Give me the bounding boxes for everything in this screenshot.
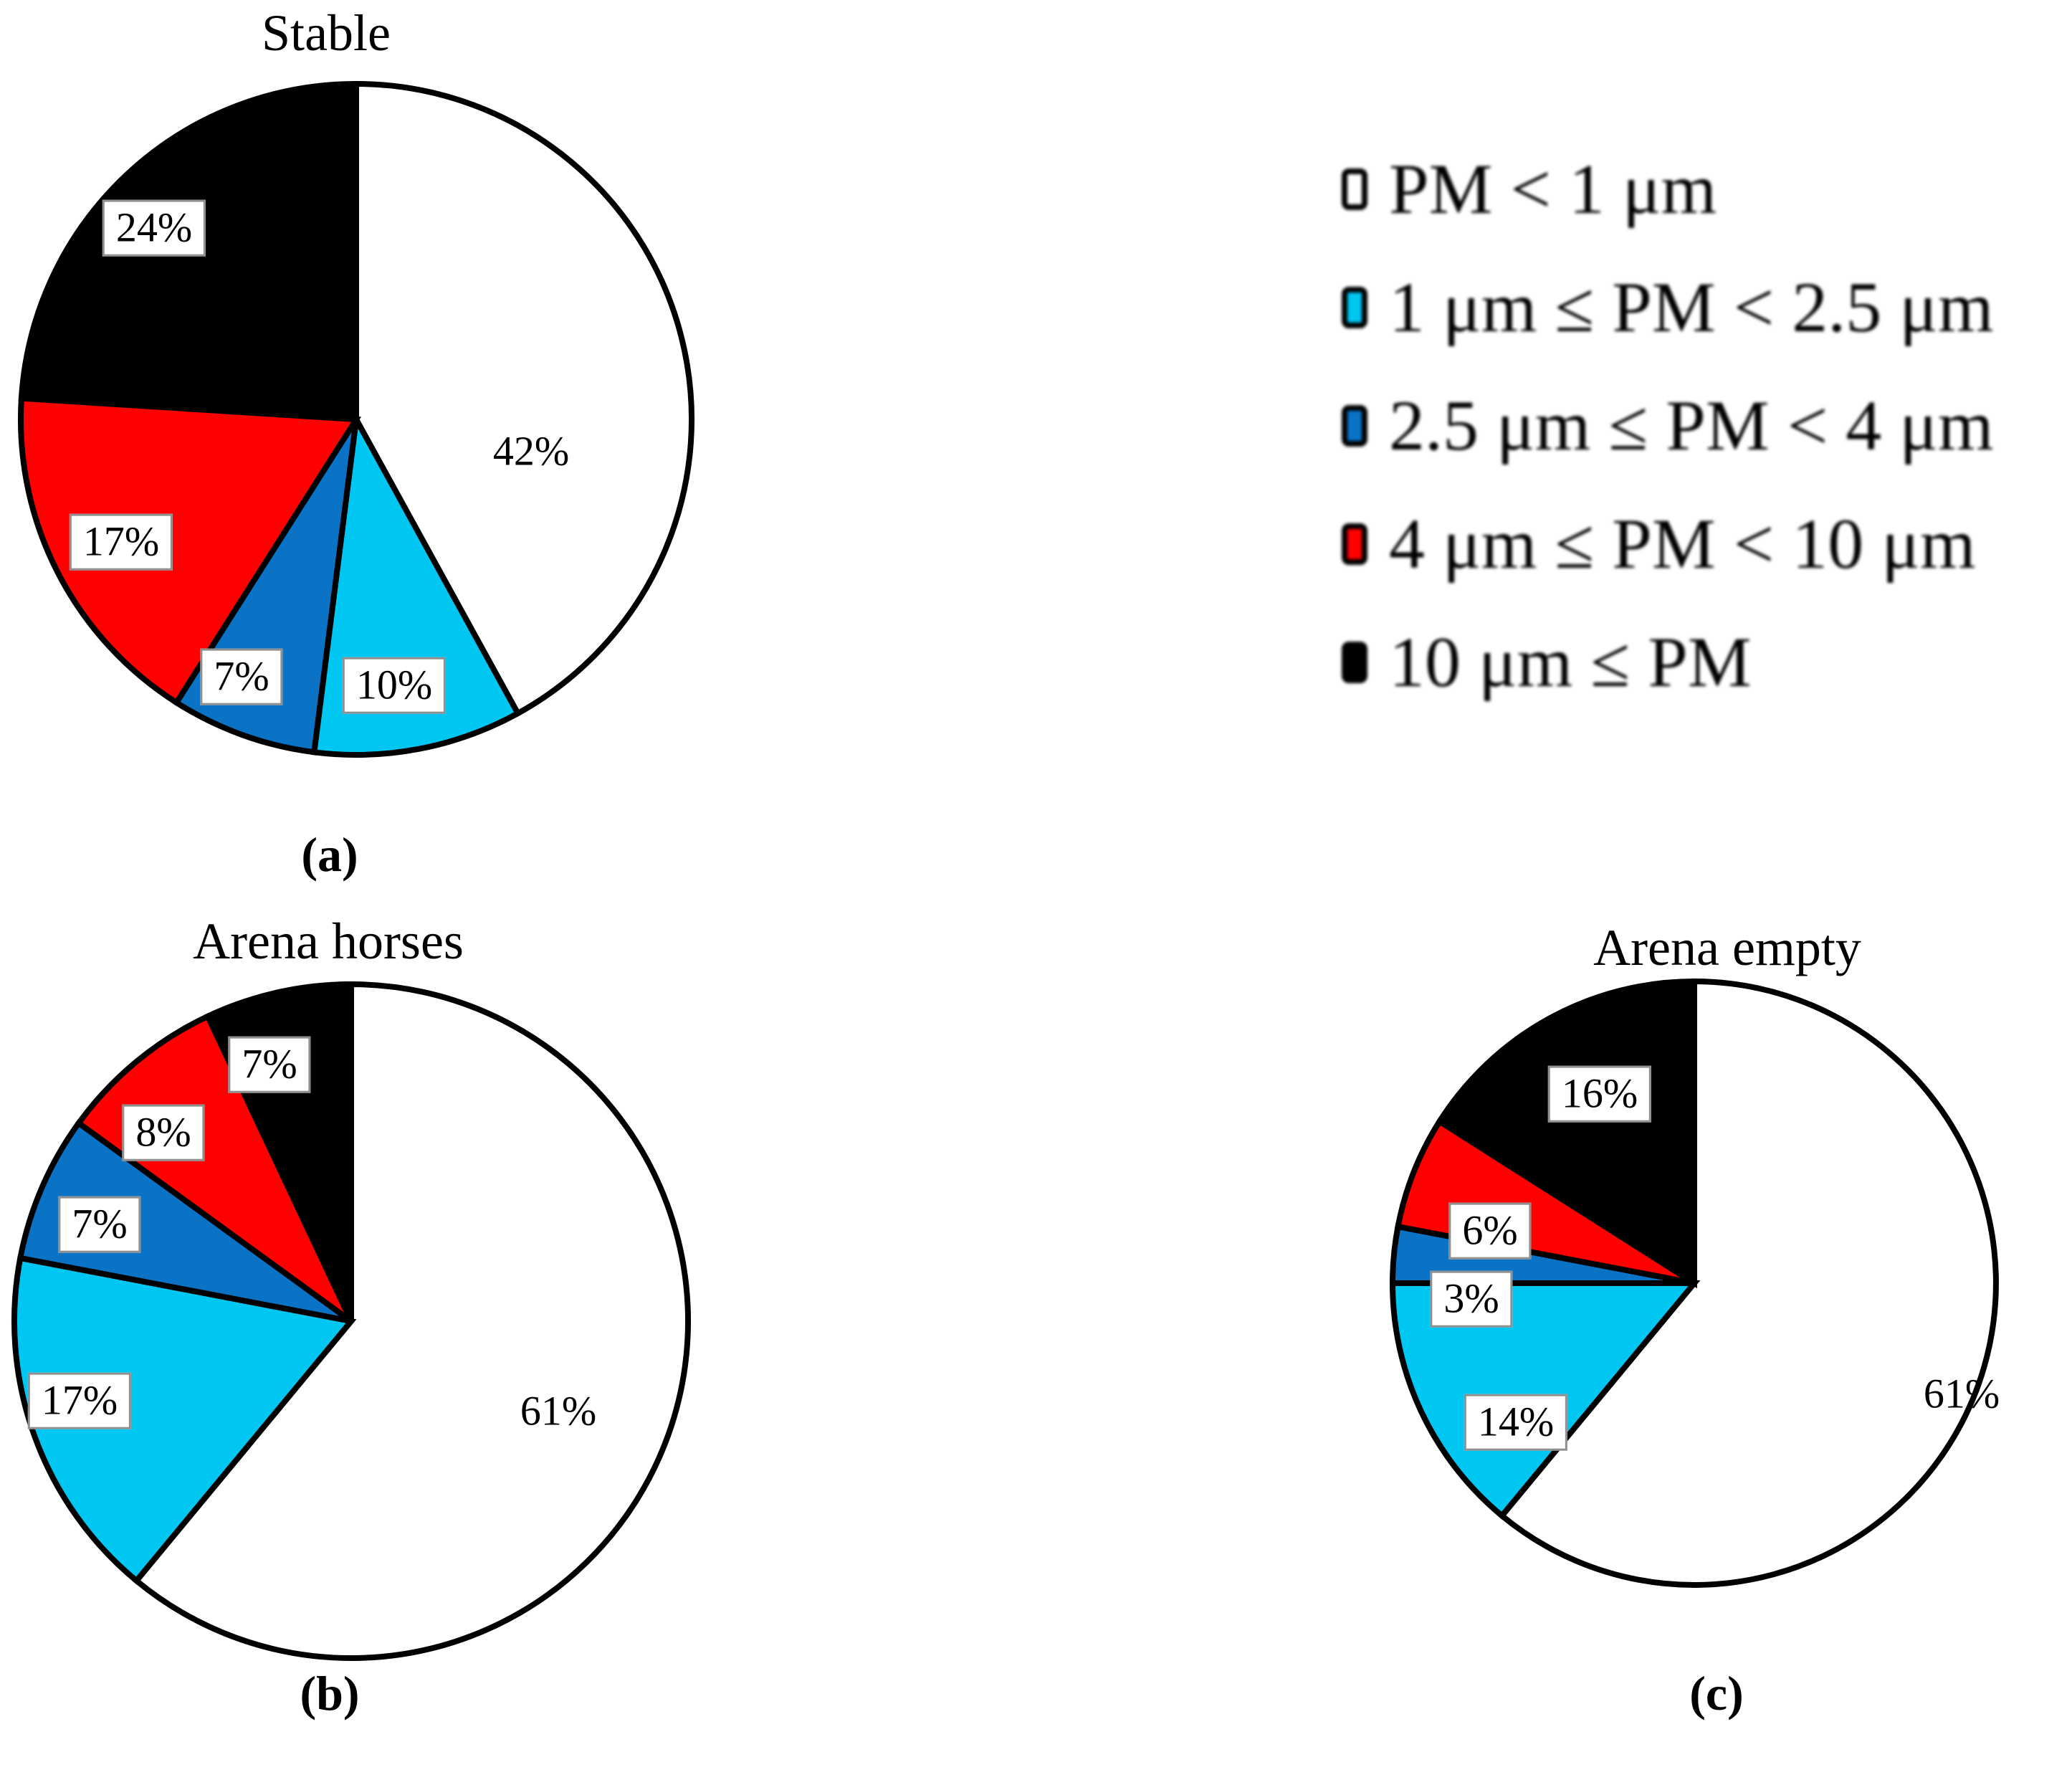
legend: PM < 1 μm 1 μm ≤ PM < 2.5 μm 2.5 μm ≤ PM… <box>1342 130 1994 721</box>
legend-item-pm-1-to-2_5: 1 μm ≤ PM < 2.5 μm <box>1342 248 1994 366</box>
slice-label-arena-horses-1: 61% <box>520 1387 597 1434</box>
pie-slice-stable-1 <box>353 80 695 718</box>
pie-slice-arena-empty-5 <box>1435 978 1697 1289</box>
panel-caption-c: (c) <box>1689 1666 1744 1720</box>
legend-item-pm-lt-1: PM < 1 μm <box>1342 130 1994 248</box>
legend-label: 1 μm ≤ PM < 2.5 μm <box>1389 267 1994 347</box>
slice-label-stable-5: 24% <box>102 199 206 257</box>
slice-label-arena-empty-1: 61% <box>1923 1370 2000 1417</box>
legend-item-pm-2_5-to-4: 2.5 μm ≤ PM < 4 μm <box>1342 366 1994 485</box>
pie-slice-arena-horses-4 <box>75 1012 354 1324</box>
panel-caption-b: (b) <box>300 1666 360 1720</box>
legend-swatch-black <box>1342 641 1367 683</box>
pie-slice-stable-4 <box>18 395 362 707</box>
legend-swatch-blue <box>1342 404 1367 447</box>
legend-item-pm-4-to-10: 4 μm ≤ PM < 10 μm <box>1342 485 1994 603</box>
legend-label: 10 μm ≤ PM <box>1389 622 1752 702</box>
chart-title-stable: Stable <box>262 4 391 62</box>
pie-slice-arena-horses-1 <box>132 981 692 1661</box>
legend-label: 4 μm ≤ PM < 10 μm <box>1389 503 1976 584</box>
slice-label-stable-3: 7% <box>200 648 283 705</box>
slice-label-arena-horses-2: 17% <box>27 1372 132 1429</box>
pie-slice-arena-empty-1 <box>1497 978 1999 1588</box>
slice-label-arena-empty-4: 6% <box>1448 1202 1532 1260</box>
pie-slice-arena-empty-4 <box>1394 1117 1696 1286</box>
slice-label-arena-empty-5: 16% <box>1547 1065 1652 1123</box>
slice-label-stable-2: 10% <box>342 657 447 714</box>
slice-label-stable-1: 42% <box>492 427 570 475</box>
chart-title-arena-horses: Arena horses <box>193 913 464 970</box>
slice-label-stable-4: 17% <box>69 513 173 571</box>
slice-label-arena-horses-5: 7% <box>228 1036 311 1093</box>
pie-slice-arena-horses-3 <box>16 1119 353 1324</box>
slice-label-arena-horses-3: 7% <box>58 1196 141 1253</box>
legend-swatch-white <box>1342 168 1367 210</box>
pie-slice-arena-horses-2 <box>11 1255 357 1585</box>
slice-label-arena-horses-4: 8% <box>122 1104 205 1161</box>
legend-item-pm-ge-10: 10 μm ≤ PM <box>1342 603 1994 721</box>
slice-label-arena-empty-2: 14% <box>1464 1394 1568 1451</box>
slice-label-arena-empty-3: 3% <box>1430 1270 1513 1328</box>
legend-swatch-cyan <box>1342 286 1367 328</box>
legend-label: 2.5 μm ≤ PM < 4 μm <box>1389 385 1994 465</box>
panel-caption-a: (a) <box>301 827 358 882</box>
chart-title-arena-empty: Arena empty <box>1593 919 1861 976</box>
legend-label: PM < 1 μm <box>1389 148 1717 229</box>
legend-swatch-red <box>1342 523 1367 565</box>
